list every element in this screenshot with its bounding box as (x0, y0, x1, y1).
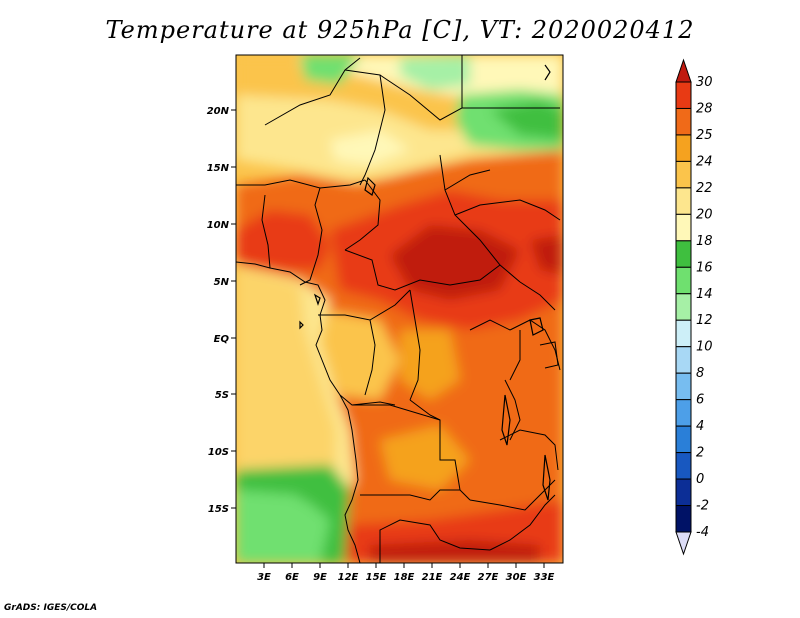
colorbar-level-label: 16 (696, 260, 713, 275)
colorbar-swatch (675, 187, 692, 215)
colorbar-swatch (675, 266, 692, 295)
lon-label: 12E (338, 572, 359, 583)
colorbar-swatch (675, 399, 692, 427)
colorbar-swatch (675, 134, 692, 162)
lat-label: 20N (207, 106, 230, 117)
colorbar-level-label: 12 (696, 313, 713, 328)
colorbar-level-label: -4 (696, 525, 709, 540)
colorbar-level-label: -2 (696, 499, 709, 514)
lon-label: 6E (285, 572, 299, 583)
colorbar-level-label: 22 (696, 181, 713, 196)
lon-label: 9E (313, 572, 327, 583)
colorbar-swatch (675, 478, 692, 507)
temperature-field (236, 55, 563, 563)
lon-label: 3E (257, 572, 271, 583)
colorbar-level-label: 0 (696, 472, 704, 487)
lon-label: 33E (534, 572, 555, 583)
colorbar-bottom-arrow (675, 531, 692, 556)
colorbar-top-arrow (675, 58, 692, 83)
lakes (299, 64, 551, 501)
colorbar-swatch (675, 293, 692, 321)
lat-label: 5N (214, 277, 230, 288)
lon-label: 18E (394, 572, 415, 583)
colorbar-level-label: 8 (696, 366, 704, 381)
colorbar-level-label: 10 (696, 340, 713, 355)
lon-label: 27E (478, 572, 499, 583)
colorbar-swatch (675, 346, 692, 374)
colorbar-swatch (675, 452, 692, 480)
lon-label: 21E (422, 572, 443, 583)
colorbar-swatch (675, 319, 692, 348)
grads-credit: GrADS: IGES/COLA (4, 603, 98, 613)
colorbar-swatch (675, 213, 692, 242)
lat-label: 10N (207, 220, 230, 231)
lat-label: 15N (207, 163, 230, 174)
lon-labels: 3E 6E 9E 12E 15E 18E 21E 24E 27E 30E 33E (257, 572, 554, 583)
colorbar-level-label: 18 (696, 234, 713, 249)
colorbar-level-label: 24 (696, 154, 713, 169)
lon-label: 24E (450, 572, 471, 583)
colorbar-level-label: 6 (696, 393, 704, 408)
lat-labels: 20N 15N 10N 5N EQ 5S 10S 15S (207, 106, 230, 515)
lat-label: 15S (208, 504, 229, 515)
lat-label: EQ (214, 334, 230, 345)
map-title: Temperature at 925hPa [C], VT: 202002041… (105, 16, 695, 44)
lat-ticks (231, 109, 236, 509)
colorbar-swatch (675, 107, 692, 136)
colorbar-swatch (675, 81, 692, 109)
lat-label: 5S (215, 390, 229, 401)
lon-label: 15E (366, 572, 387, 583)
colorbar-level-label: 4 (696, 419, 704, 434)
map-frame (235, 54, 564, 564)
colorbar-level-label: 20 (696, 207, 713, 222)
colorbar-level-label: 25 (696, 128, 713, 143)
colorbar-level-label: 14 (696, 287, 713, 302)
lon-ticks (263, 563, 545, 568)
colorbar-swatch (675, 160, 692, 189)
colorbar-swatch (675, 372, 692, 401)
colorbar-level-label: 30 (696, 75, 713, 90)
colorbar-swatch (675, 425, 692, 454)
colorbar-swatch (675, 505, 692, 533)
lon-label: 30E (506, 572, 527, 583)
lat-label: 10S (208, 447, 229, 458)
colorbar-swatch (675, 240, 692, 268)
colorbar-level-label: 2 (696, 446, 704, 461)
colorbar-level-label: 28 (696, 101, 713, 116)
